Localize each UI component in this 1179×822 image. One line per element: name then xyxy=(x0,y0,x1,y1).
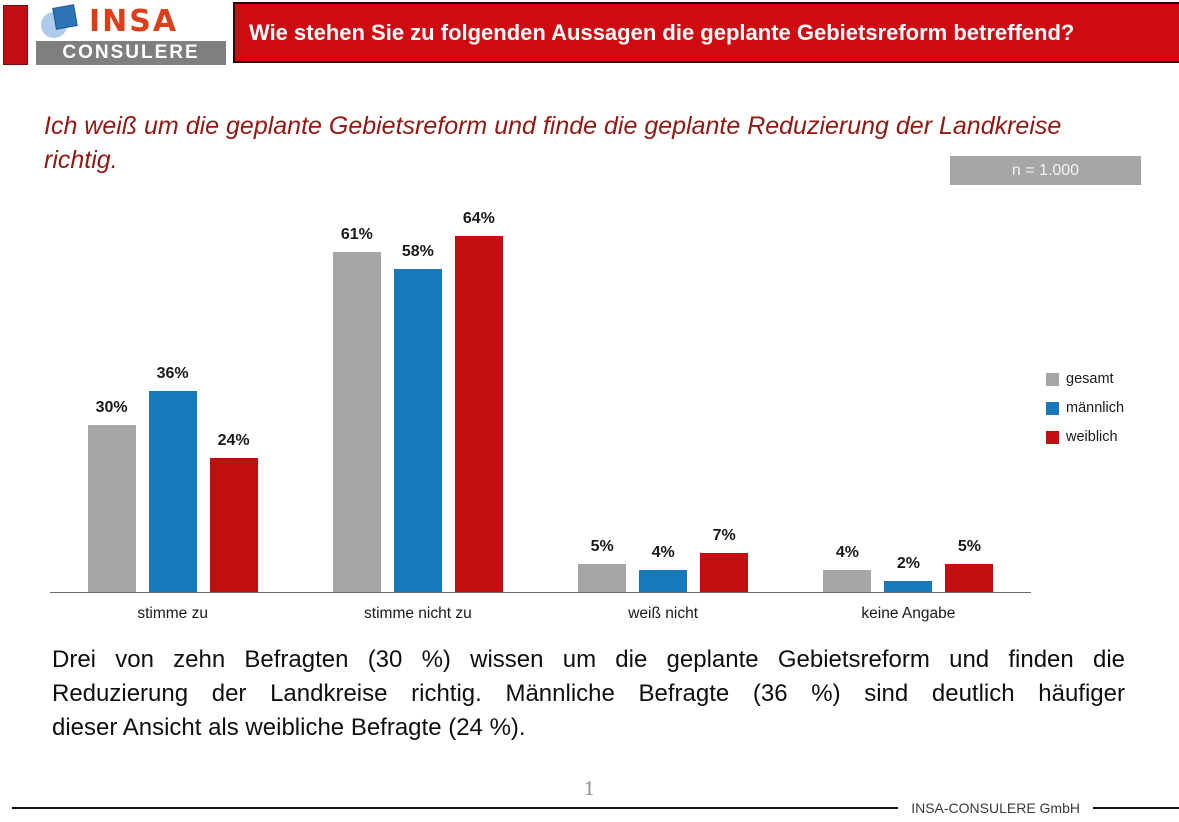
bar-value-label: 5% xyxy=(590,538,614,555)
footer-rule-right xyxy=(1093,807,1179,809)
bar-weiblich xyxy=(209,458,258,592)
chart-legend: gesamt männlich weiblich xyxy=(1046,371,1124,458)
page-number: 1 xyxy=(583,779,596,800)
bar-column-weiblich: 24% xyxy=(209,432,258,592)
footer-rule-left xyxy=(12,807,899,809)
logo-top: INSA xyxy=(36,3,226,41)
page-title: Wie stehen Sie zu folgenden Aussagen die… xyxy=(249,19,1075,45)
chart-group: 61% 58% 64% stimme nicht zu xyxy=(295,202,540,623)
bar-männlich xyxy=(148,391,197,592)
bar-value-label: 2% xyxy=(896,555,920,572)
legend-swatch-icon xyxy=(1046,430,1059,444)
bar-value-label: 30% xyxy=(95,399,128,416)
legend-item-weiblich: weiblich xyxy=(1046,429,1124,445)
commentary-line-2: Reduzierung der Landkreise richtig. Männ… xyxy=(52,680,1125,707)
legend-swatch-icon xyxy=(1046,372,1059,386)
bar-column-weiblich: 64% xyxy=(454,210,503,592)
bar-column-gesamt: 61% xyxy=(332,226,381,592)
category-label: weiß nicht xyxy=(628,605,699,622)
bar-weiblich xyxy=(700,553,749,592)
legend-item-gesamt: gesamt xyxy=(1046,371,1124,387)
bar-value-label: 7% xyxy=(712,527,736,544)
footer: INSA-CONSULERE GmbH xyxy=(12,799,1179,817)
bars-row: 61% 58% 64% xyxy=(332,202,503,592)
bar-column-männlich: 58% xyxy=(393,243,442,592)
legend-label: männlich xyxy=(1066,400,1125,416)
legend-swatch-icon xyxy=(1046,401,1059,415)
legend-label: gesamt xyxy=(1066,371,1114,387)
bar-gesamt xyxy=(823,570,872,592)
bars-row: 4% 2% 5% xyxy=(823,202,994,592)
chart-groups: 30% 36% 24% stimme zu 61% 58% 64% stimme nicht … xyxy=(50,202,1031,623)
bar-column-gesamt: 4% xyxy=(823,544,872,592)
bar-column-gesamt: 5% xyxy=(578,538,627,592)
bars-row: 30% 36% 24% xyxy=(87,202,258,592)
bar-weiblich xyxy=(945,564,994,592)
bar-column-weiblich: 5% xyxy=(945,538,994,592)
bar-chart: 30% 36% 24% stimme zu 61% 58% 64% stimme nicht … xyxy=(50,202,1031,642)
statement-line-2: richtig. xyxy=(44,146,118,174)
x-axis-line xyxy=(50,592,1031,593)
logo-cube-icon xyxy=(52,4,78,30)
bar-männlich xyxy=(393,269,442,592)
bar-value-label: 36% xyxy=(156,365,189,382)
category-label: stimme nicht zu xyxy=(364,605,472,622)
statement-line-1: Ich weiß um die geplante Gebietsreform u… xyxy=(44,112,1062,140)
bar-column-weiblich: 7% xyxy=(700,527,749,592)
logo-red-bar xyxy=(3,5,28,65)
legend-label: weiblich xyxy=(1066,429,1118,445)
bar-value-label: 24% xyxy=(217,432,250,449)
bar-value-label: 5% xyxy=(957,538,981,555)
bar-value-label: 58% xyxy=(401,243,434,260)
commentary-line-1: Drei von zehn Befragten (30 %) wissen um… xyxy=(52,646,1125,673)
bar-weiblich xyxy=(454,236,503,592)
bar-column-männlich: 36% xyxy=(148,365,197,592)
bar-value-label: 61% xyxy=(340,226,373,243)
bar-männlich xyxy=(639,570,688,592)
category-label: keine Angabe xyxy=(861,605,956,622)
bar-column-gesamt: 30% xyxy=(87,399,136,592)
category-label: stimme zu xyxy=(137,605,208,622)
bar-gesamt xyxy=(578,564,627,592)
legend-item-männlich: männlich xyxy=(1046,400,1124,416)
chart-group: 4% 2% 5% keine Angabe xyxy=(786,202,1031,623)
bar-value-label: 4% xyxy=(651,544,675,561)
footer-company: INSA-CONSULERE GmbH xyxy=(911,800,1080,816)
commentary-line-3: dieser Ansicht als weibliche Befragte (2… xyxy=(52,714,526,741)
sample-size-badge: n = 1.000 xyxy=(950,156,1141,185)
logo-brand-text: INSA xyxy=(89,4,179,39)
insa-logo: INSA CONSULERE xyxy=(36,3,226,65)
chart-group: 30% 36% 24% stimme zu xyxy=(50,202,295,623)
commentary: Drei von zehn Befragten (30 %) wissen um… xyxy=(52,643,1125,745)
chart-group: 5% 4% 7% weiß nicht xyxy=(541,202,786,623)
bar-gesamt xyxy=(87,425,136,592)
bar-column-männlich: 4% xyxy=(639,544,688,592)
bars-row: 5% 4% 7% xyxy=(578,202,749,592)
bar-column-männlich: 2% xyxy=(884,555,933,592)
bar-männlich xyxy=(884,581,933,592)
bar-value-label: 4% xyxy=(835,544,859,561)
logo-subbrand-text: CONSULERE xyxy=(36,41,226,65)
bar-value-label: 64% xyxy=(462,210,495,227)
title-banner: Wie stehen Sie zu folgenden Aussagen die… xyxy=(233,2,1179,63)
bar-gesamt xyxy=(332,252,381,592)
statement-text: Ich weiß um die geplante Gebietsreform u… xyxy=(44,109,1159,177)
